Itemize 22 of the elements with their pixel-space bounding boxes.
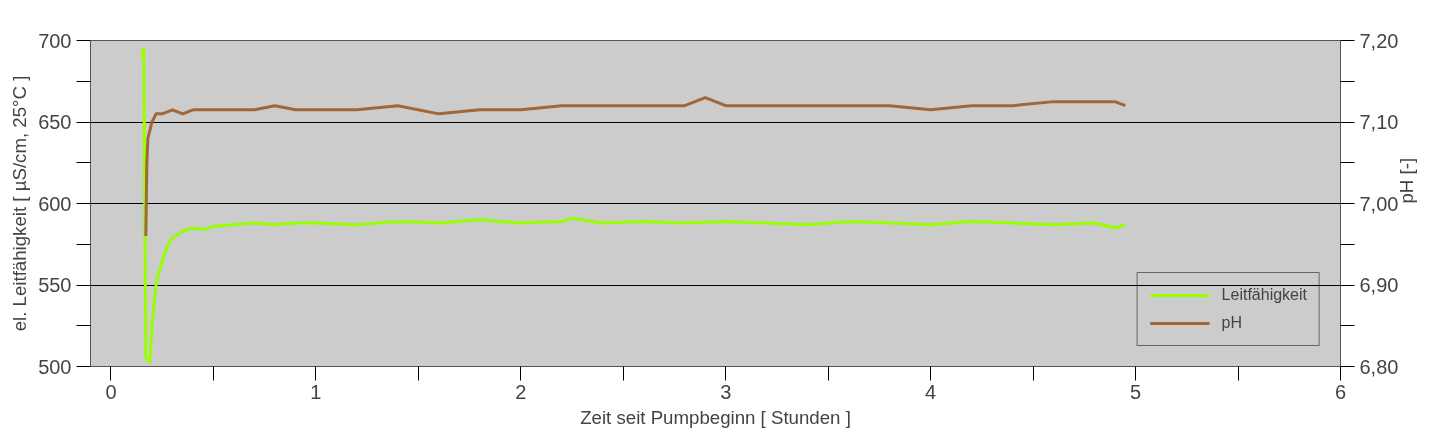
legend-label: pH	[1221, 314, 1243, 332]
x-axis-title: Zeit seit Pumpbeginn [ Stunden ]	[580, 406, 851, 428]
x-tick-label: 2	[515, 380, 527, 403]
y-tick-label: 650	[38, 111, 72, 133]
y2-tick-label: 7,10	[1359, 111, 1399, 133]
x-tick-label: 1	[310, 380, 322, 403]
line-series	[140, 47, 1127, 364]
y-tick-label: 500	[38, 355, 72, 378]
x-tick-label: 0	[105, 380, 117, 403]
y2-tick-label: 7,20	[1359, 29, 1399, 52]
y-tick-label: 700	[38, 29, 72, 52]
x-tick-label: 6	[1334, 380, 1347, 403]
y-tick-label: 550	[38, 274, 72, 296]
legend-label: Leitfähigkeit	[1221, 286, 1307, 304]
line-series	[144, 96, 1127, 238]
x-tick-label: 3	[720, 380, 732, 403]
y2-tick-label: 6,80	[1359, 355, 1399, 378]
x-tick-label: 5	[1130, 380, 1142, 403]
x-tick-label: 4	[925, 380, 937, 403]
y-axis-title: el. Leitfähigkeit [ µS/cm, 25°C ]	[9, 75, 31, 332]
y2-tick-label: 6,90	[1359, 274, 1399, 296]
y-tick-label: 600	[38, 192, 72, 215]
